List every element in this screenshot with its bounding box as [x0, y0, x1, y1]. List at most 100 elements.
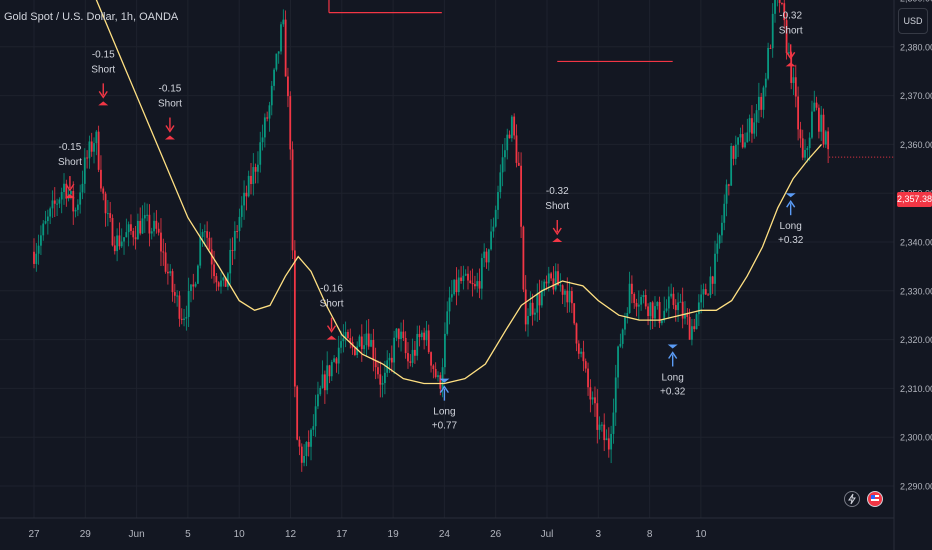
candle-body — [49, 208, 52, 217]
candle-body — [568, 291, 571, 303]
candle-body — [681, 301, 684, 319]
candle-body — [700, 294, 703, 303]
flag-icon[interactable] — [867, 491, 883, 507]
candle-body — [44, 221, 47, 224]
long-signal[interactable]: Long +0.32 — [660, 344, 686, 397]
candle-body — [282, 19, 285, 25]
y-tick-label: 2,390.000 — [900, 0, 932, 4]
arrow-head-icon — [98, 90, 108, 99]
signal-qty: +0.77 — [432, 421, 458, 432]
candle-body — [480, 258, 483, 289]
candle-body — [718, 235, 721, 244]
candle-body — [787, 52, 790, 54]
candle-body — [515, 135, 518, 163]
short-signal[interactable]: -0.15 Short — [58, 142, 82, 199]
candles — [33, 0, 894, 472]
candle-body — [395, 328, 398, 338]
candle-body — [113, 245, 116, 252]
short-signal[interactable]: -0.15 Short — [158, 84, 182, 140]
candle-body — [90, 141, 93, 152]
y-tick-label: 2,340.000 — [900, 238, 932, 248]
y-tick-label: 2,360.000 — [900, 140, 932, 150]
candle-body — [434, 368, 437, 378]
candle-body — [594, 397, 596, 404]
candle-body — [552, 278, 555, 290]
candle-body — [141, 218, 144, 234]
candle-body — [70, 191, 72, 195]
candle-body — [656, 302, 659, 307]
signal-label: Long — [662, 372, 684, 383]
candle-body — [125, 232, 128, 238]
signal-label: Short — [545, 201, 569, 212]
candle-body — [296, 386, 299, 440]
candle-body — [536, 293, 539, 313]
candle-body — [176, 295, 179, 297]
candle-body — [76, 204, 79, 210]
candle-body — [497, 192, 499, 210]
candle-body — [270, 85, 273, 106]
candle-body — [231, 249, 234, 251]
candle-body — [737, 137, 739, 145]
x-tick-label: 27 — [28, 529, 40, 540]
candle-body — [686, 313, 689, 317]
candle-body — [751, 118, 753, 134]
x-tick-label: 10 — [695, 529, 707, 540]
candle-body — [695, 314, 698, 330]
signal-label: Short — [320, 299, 344, 310]
short-signal[interactable]: -0.15 Short — [91, 49, 115, 106]
candle-body — [545, 281, 548, 284]
y-tick-label: 2,370.000 — [900, 91, 932, 101]
long-signal[interactable]: Long +0.77 — [432, 378, 458, 432]
candle-body — [224, 277, 227, 287]
candle-body — [531, 302, 534, 315]
candle-body — [547, 273, 550, 284]
candle-body — [106, 213, 109, 215]
price-axis[interactable]: 2,290.000 2,300.000 2,310.000 2,320.000 2,33… — [900, 0, 932, 492]
candle-body — [65, 183, 68, 199]
candle-body — [811, 111, 813, 138]
candle-body — [210, 249, 213, 265]
short-signal[interactable]: -0.32 Short — [779, 10, 803, 67]
candle-body — [460, 277, 462, 282]
candle-body — [732, 146, 735, 159]
candle-body — [702, 289, 705, 295]
entry-marker — [667, 344, 678, 349]
level-lines — [328, 0, 673, 63]
candle-body — [485, 251, 488, 263]
time-axis[interactable]: 27 29 Jun 5 10 12 17 19 24 26 Jul 3 8 10 — [28, 529, 706, 540]
candle-body — [349, 338, 352, 343]
candle-body — [335, 358, 338, 364]
candle-body — [390, 357, 393, 363]
candle-body — [504, 150, 506, 158]
candle-body — [423, 332, 426, 341]
candle-body — [397, 328, 400, 339]
long-signal[interactable]: Long +0.32 — [778, 193, 804, 246]
candle-body — [388, 357, 391, 361]
candle-body — [157, 228, 160, 233]
candle-body — [136, 220, 139, 240]
signal-qty: -0.32 — [546, 186, 569, 197]
candle-body — [508, 134, 511, 139]
candle-body — [146, 214, 149, 216]
candle-body — [104, 193, 107, 214]
arrow-head-icon — [165, 125, 175, 133]
lightning-icon[interactable] — [844, 491, 860, 507]
candle-body — [275, 53, 278, 70]
candle-body — [827, 131, 830, 150]
short-signal[interactable]: -0.16 Short — [320, 284, 344, 340]
candle-body — [171, 271, 174, 293]
short-signal[interactable]: -0.32 Short — [545, 186, 569, 242]
candle-body — [513, 116, 516, 136]
x-tick-label: 10 — [234, 529, 246, 540]
candle-body — [102, 188, 105, 194]
candle-body — [476, 281, 479, 287]
candle-body — [109, 213, 112, 219]
candle-body — [462, 275, 465, 282]
candle-body — [95, 131, 98, 144]
currency-button[interactable]: USD — [898, 8, 928, 34]
candle-body — [363, 345, 366, 350]
entry-marker — [164, 135, 175, 140]
x-tick-label: 24 — [439, 529, 451, 540]
candle-body — [409, 361, 412, 363]
